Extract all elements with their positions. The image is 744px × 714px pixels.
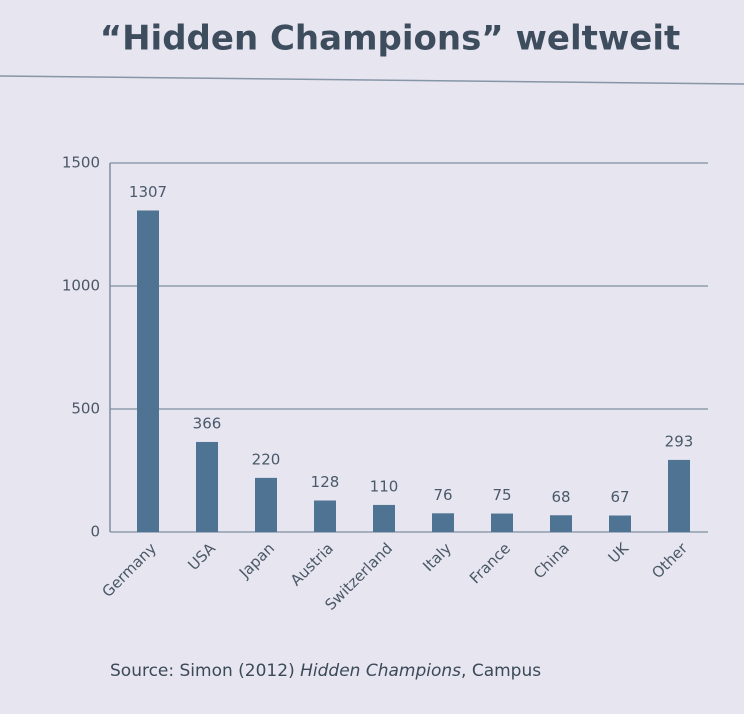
bar (196, 441, 218, 532)
bar (491, 513, 513, 532)
y-tick-label: 500 (71, 400, 100, 418)
source-part: Hidden Champions (300, 661, 461, 681)
value-label: 293 (665, 432, 694, 450)
source-part: Source: Simon (2012) (110, 661, 300, 681)
chart-title: “Hidden Champions” weltweit (100, 19, 681, 59)
value-label: 68 (551, 488, 570, 506)
bar (373, 504, 395, 532)
value-label: 220 (252, 450, 281, 468)
source-part: , Campus (461, 661, 541, 681)
bar (668, 459, 690, 532)
bar (255, 477, 277, 532)
title-rule (0, 75, 744, 85)
bar (609, 515, 631, 532)
bar (550, 515, 572, 532)
value-label: 75 (492, 486, 511, 504)
bar (432, 513, 454, 532)
bar (137, 210, 159, 532)
value-label: 110 (370, 477, 399, 495)
value-label: 76 (433, 486, 452, 504)
value-label: 366 (193, 414, 222, 432)
value-label: 128 (311, 473, 340, 491)
y-tick-label: 1500 (62, 154, 100, 172)
bar (314, 500, 336, 532)
value-label: 1307 (129, 183, 167, 201)
value-label: 67 (610, 488, 629, 506)
y-tick-label: 1000 (62, 277, 100, 295)
source-note: Source: Simon (2012) Hidden Champions, C… (110, 661, 541, 681)
y-tick-label: 0 (90, 523, 100, 541)
